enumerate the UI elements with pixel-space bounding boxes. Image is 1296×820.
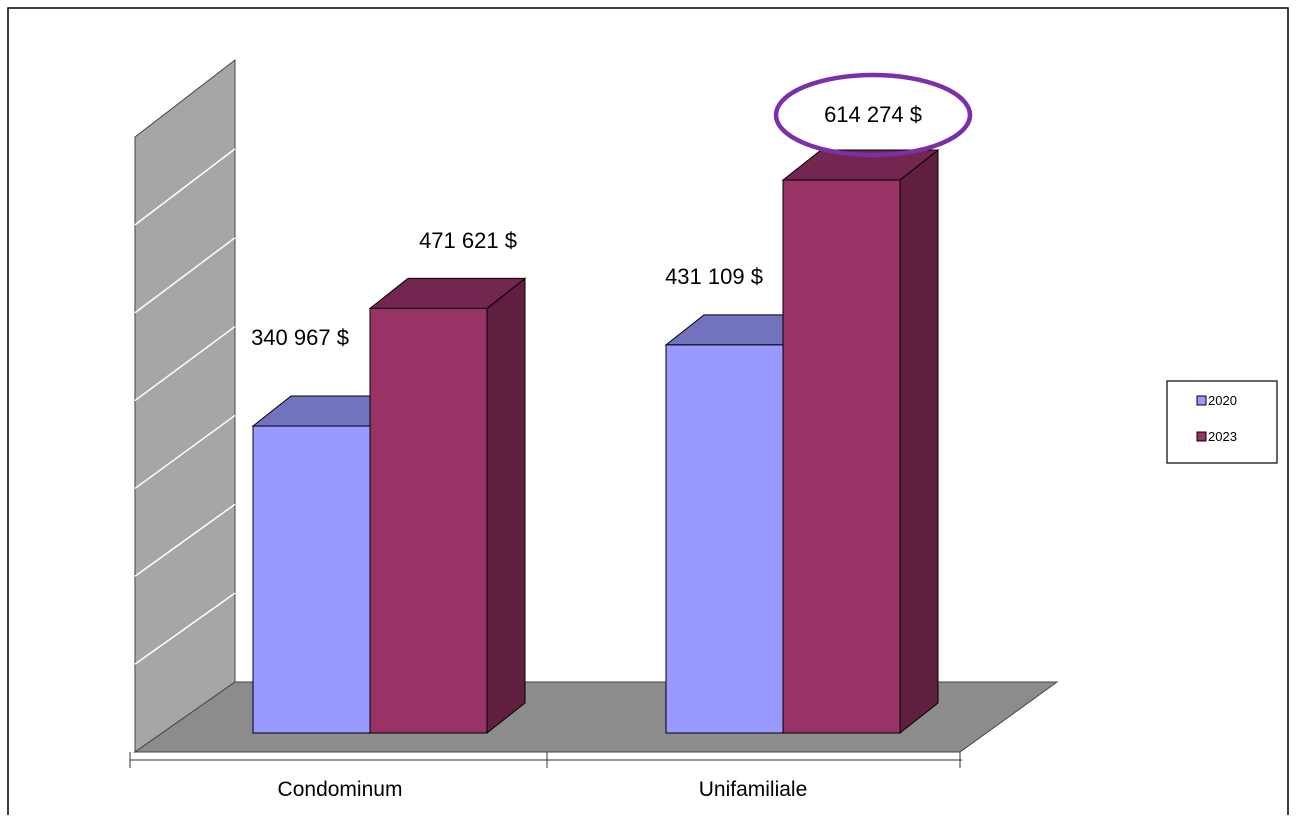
- bar-side-2023-1: [899, 148, 939, 735]
- gridline: [134, 592, 236, 665]
- bar-2023-1: [782, 179, 901, 734]
- legend-label: 2020: [1208, 393, 1237, 408]
- side-wall: [134, 58, 236, 753]
- gridline: [134, 148, 236, 226]
- category-label: Condominum: [278, 778, 403, 801]
- gridline: [134, 414, 236, 490]
- legend-swatch: [1196, 431, 1207, 442]
- legend-swatch: [1196, 395, 1207, 406]
- data-label: 614 274 $: [824, 102, 922, 127]
- bar-2020-0: [252, 425, 371, 734]
- legend-box: [1166, 380, 1278, 464]
- legend-label: 2023: [1208, 429, 1237, 444]
- data-label: 471 621 $: [419, 228, 517, 253]
- chart-frame: [7, 7, 1289, 820]
- bar-side-2023-0: [486, 277, 526, 735]
- category-label: Unifamiliale: [699, 778, 808, 801]
- bar-2023-0: [369, 307, 488, 734]
- gridline: [134, 325, 236, 402]
- gridline: [134, 237, 236, 314]
- highlight-ellipse: [773, 72, 973, 158]
- data-label: 431 109 $: [665, 264, 763, 289]
- bar-2020-1: [665, 344, 784, 734]
- gridline: [134, 503, 236, 577]
- data-label: 340 967 $: [251, 325, 349, 350]
